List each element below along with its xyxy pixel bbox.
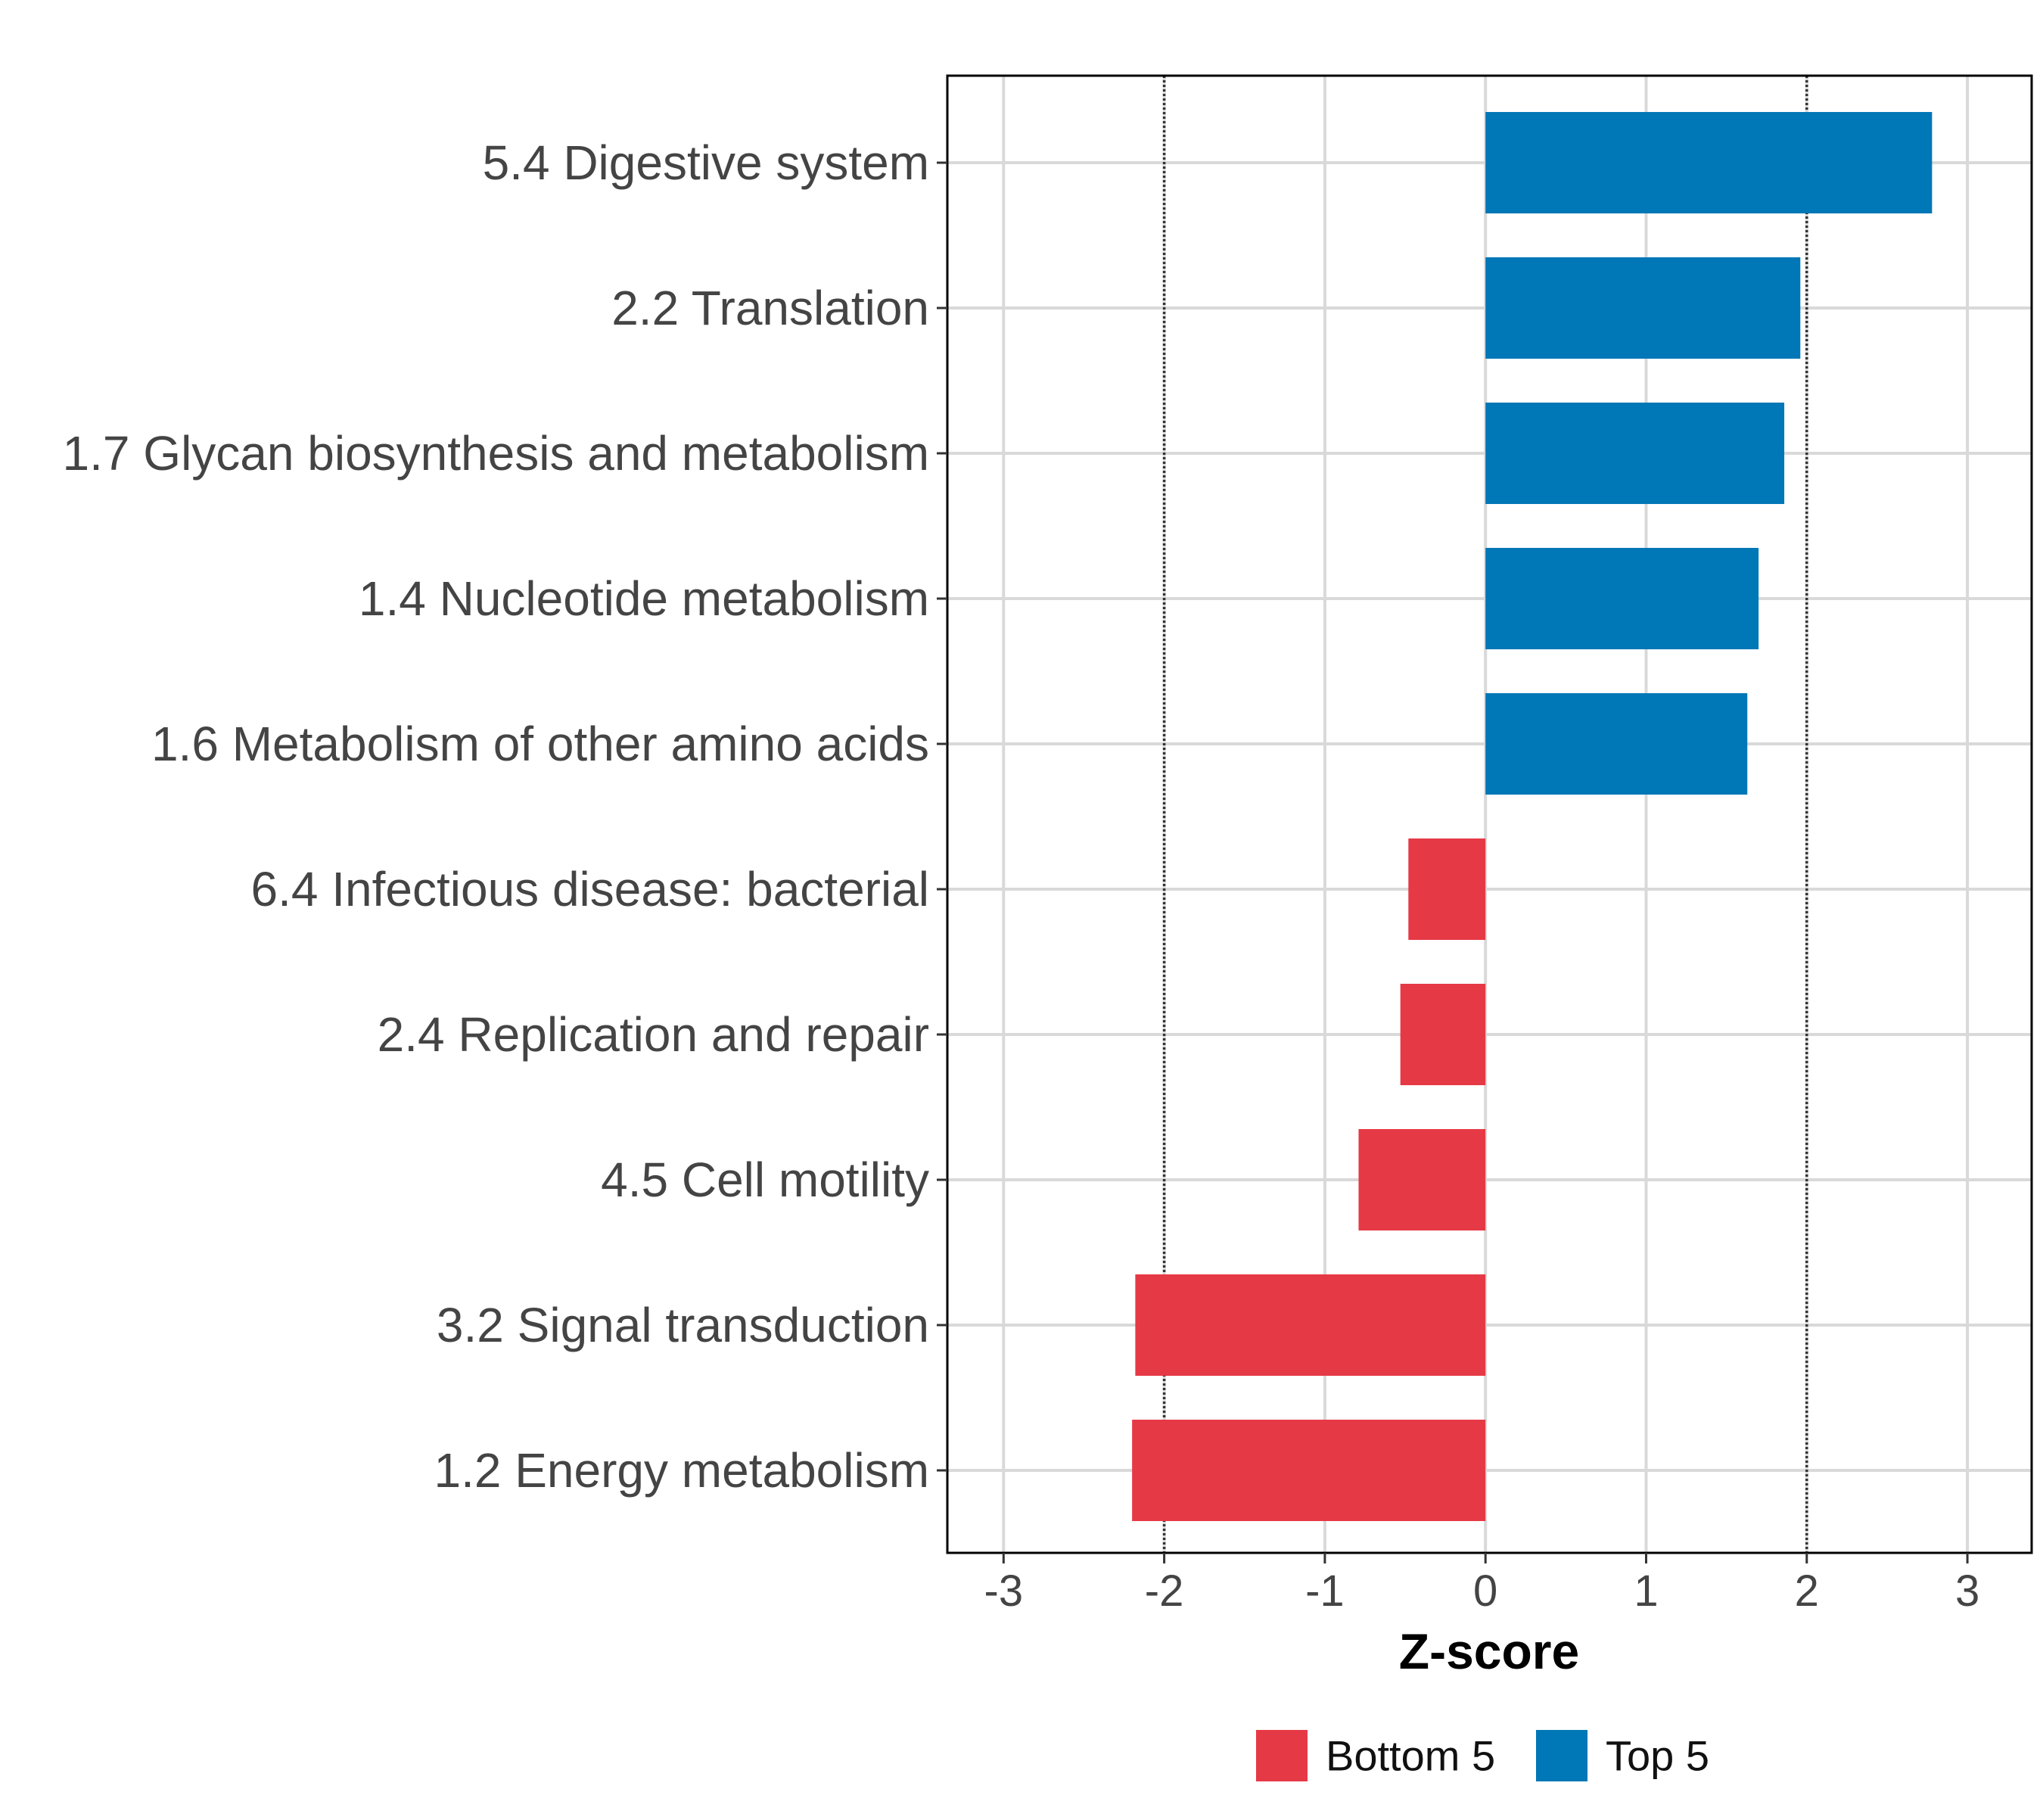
- bar: [1132, 1420, 1486, 1521]
- x-tick-label: 0: [1473, 1566, 1497, 1616]
- x-axis: -3 -2 -1 0 1 2 3: [984, 1553, 1979, 1616]
- bar: [1485, 257, 1801, 359]
- category-label: 5.4 Digestive system: [483, 135, 929, 190]
- category-label: 3.2 Signal transduction: [437, 1298, 929, 1352]
- category-label: 1.7 Glycan biosynthesis and metabolism: [63, 426, 929, 481]
- category-label: 6.4 Infectious disease: bacterial: [250, 862, 929, 916]
- legend-label: Top 5: [1606, 1732, 1709, 1780]
- category-label: 1.6 Metabolism of other amino acids: [151, 717, 929, 771]
- bar: [1400, 984, 1486, 1085]
- x-tick-label: 1: [1634, 1566, 1658, 1616]
- bar: [1485, 403, 1785, 504]
- bar: [1485, 693, 1748, 795]
- x-tick-label: 3: [1955, 1566, 1979, 1616]
- x-tick-label: -1: [1305, 1566, 1345, 1616]
- bar: [1485, 548, 1759, 649]
- category-label: 1.2 Energy metabolism: [434, 1443, 929, 1498]
- x-axis-title: Z-score: [1399, 1623, 1579, 1679]
- category-label: 1.4 Nucleotide metabolism: [359, 571, 929, 626]
- legend-label: Bottom 5: [1326, 1732, 1495, 1780]
- category-label: 4.5 Cell motility: [601, 1153, 929, 1207]
- legend: Bottom 5 Top 5: [1256, 1730, 1709, 1781]
- bar: [1358, 1129, 1486, 1230]
- x-tick-label: 2: [1795, 1566, 1819, 1616]
- legend-swatch: [1256, 1730, 1308, 1781]
- plot-panel-border: [946, 74, 2033, 1554]
- bars: [1132, 112, 1933, 1521]
- bar: [1408, 838, 1486, 940]
- category-label: 2.2 Translation: [611, 281, 929, 335]
- bar: [1135, 1274, 1486, 1376]
- x-tick-label: -2: [1145, 1566, 1184, 1616]
- y-axis: 5.4 Digestive system 2.2 Translation 1.7 G…: [63, 135, 947, 1498]
- legend-swatch: [1536, 1730, 1587, 1781]
- x-tick-label: -3: [984, 1566, 1024, 1616]
- category-label: 2.4 Replication and repair: [378, 1007, 929, 1062]
- bar: [1485, 112, 1933, 213]
